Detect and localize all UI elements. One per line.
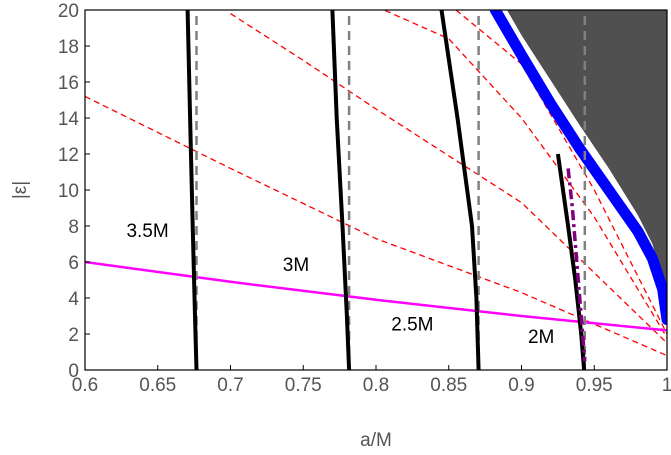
red-dashed-line-10: [85, 95, 667, 357]
x-tick-label: 0.75: [285, 375, 322, 396]
x-tick-label: 0.85: [430, 375, 467, 396]
y-tick-label: 20: [58, 1, 79, 22]
curve-3m: [330, 10, 352, 370]
y-tick-label: 10: [58, 181, 79, 202]
excluded-region: [507, 10, 667, 316]
x-tick-label: 0.7: [217, 375, 243, 396]
y-tick-label: 4: [68, 289, 79, 310]
blue-band-line-15: [489, 10, 667, 326]
x-tick-label: 0.6: [72, 375, 98, 396]
red-dashed-line-12: [382, 10, 667, 338]
curve-labels: 3.5M 3M 2.5M 2M: [126, 221, 554, 348]
x-tick-label: 0.95: [576, 375, 613, 396]
x-tick-label: 0.9: [508, 375, 534, 396]
y-tick-label: 8: [68, 217, 79, 238]
y-axis-label: |ε|: [10, 181, 31, 199]
x-tick-label: 1: [662, 375, 671, 396]
magenta-solid-line-8: [85, 260, 667, 332]
y-tick-label: 16: [58, 73, 79, 94]
x-tick-label: 0.65: [139, 375, 176, 396]
curve-2-5m: [439, 10, 481, 370]
y-tick-label: 14: [58, 109, 80, 130]
y-tick-label: 6: [68, 253, 79, 274]
curve-label: 2.5M: [391, 314, 433, 335]
shaded-regions: [507, 10, 667, 316]
red-dashed-line-13: [455, 10, 667, 335]
x-tick-label: 0.8: [363, 375, 389, 396]
curve-label: 2M: [528, 327, 554, 348]
curve-label: 3.5M: [126, 221, 168, 242]
curve-2m: [555, 153, 587, 370]
y-tick-label: 12: [58, 145, 79, 166]
x-axis-label: a/M: [360, 430, 392, 451]
series-layer: [85, 10, 667, 370]
y-tick-label: 2: [68, 325, 79, 346]
purple-dashdot-line-14: [566, 168, 587, 362]
curve-label: 3M: [283, 255, 309, 276]
y-tick-label: 18: [58, 37, 79, 58]
curve-3-5m: [185, 10, 199, 370]
y-tick-label: 0: [68, 361, 79, 382]
axis-ticks: 0.6 0.65 0.7 0.75 0.8 0.85 0.9 0.95 102468101214…: [58, 1, 671, 396]
